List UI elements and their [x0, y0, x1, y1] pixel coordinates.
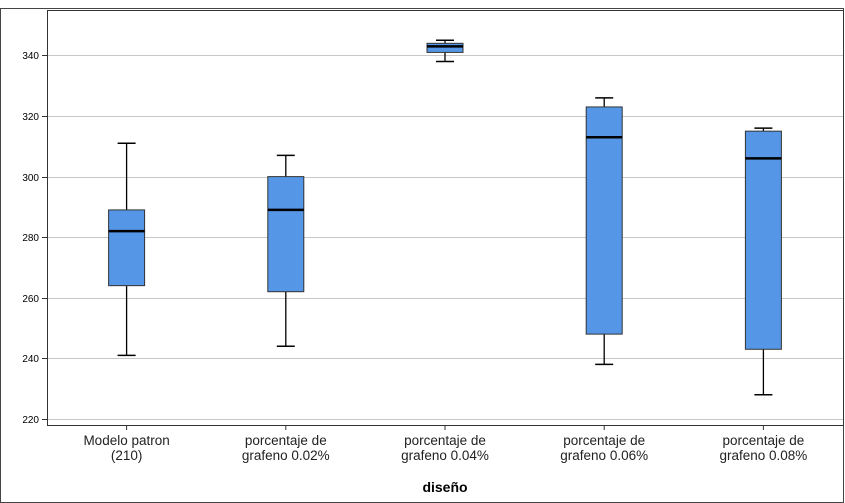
- x-category-label: grafeno 0.06%: [560, 448, 648, 463]
- x-category-label: grafeno 0.08%: [719, 448, 807, 463]
- y-tick-label: 340: [22, 51, 39, 62]
- box-group-2: [267, 154, 305, 347]
- y-axis: 220 240 260 280 300 320 340: [22, 51, 47, 426]
- x-category-label: porcentaje de: [563, 433, 645, 448]
- y-tick-label: 280: [22, 233, 39, 244]
- box-group-1: [108, 142, 146, 357]
- y-tick-label: 240: [22, 354, 39, 365]
- iqr-box: [108, 209, 146, 287]
- x-axis-title: diseño: [422, 479, 467, 495]
- box-group-5: [744, 127, 782, 396]
- x-category-label: grafeno 0.02%: [242, 448, 330, 463]
- gridlines: [47, 55, 843, 420]
- x-category-label: Modelo patron: [83, 433, 169, 448]
- box-group-3: [426, 39, 464, 63]
- iqr-box: [585, 106, 623, 335]
- iqr-box: [426, 42, 464, 53]
- y-tick-label: 260: [22, 294, 39, 305]
- boxes: [108, 39, 782, 396]
- x-category-label: grafeno 0.04%: [401, 448, 489, 463]
- y-tick-label: 320: [22, 112, 39, 123]
- x-category-label: porcentaje de: [722, 433, 804, 448]
- y-tick-label: 300: [22, 173, 39, 184]
- iqr-box: [267, 176, 305, 293]
- plot-frame: [47, 10, 844, 426]
- x-category-label: porcentaje de: [245, 433, 327, 448]
- box-group-4: [585, 97, 623, 366]
- y-tick-label: 220: [22, 415, 39, 426]
- x-category-label: (210): [111, 448, 143, 463]
- iqr-box: [744, 130, 782, 350]
- x-category-label: porcentaje de: [404, 433, 486, 448]
